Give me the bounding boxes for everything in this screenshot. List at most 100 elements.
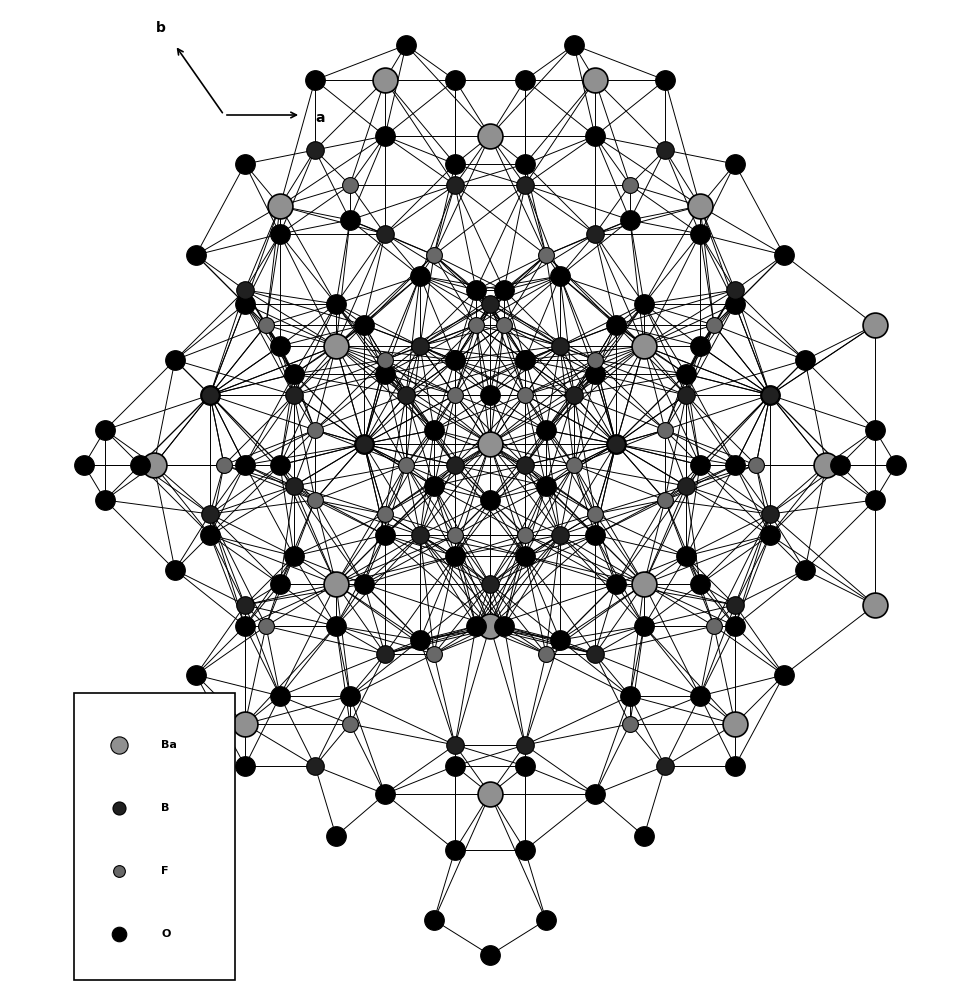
Point — [272, 338, 288, 354]
Point — [377, 527, 393, 543]
Point — [413, 632, 428, 648]
Point — [636, 576, 652, 592]
Point — [342, 177, 358, 193]
Point — [538, 912, 554, 928]
Point — [447, 527, 463, 543]
Point — [482, 296, 498, 312]
Point — [426, 247, 442, 263]
Point — [636, 296, 652, 312]
Point — [609, 317, 624, 333]
Point — [587, 786, 603, 802]
Point — [622, 177, 638, 193]
Point — [482, 576, 498, 592]
Point — [727, 618, 743, 634]
Point — [272, 688, 288, 704]
Point — [566, 37, 582, 53]
Point — [707, 317, 722, 333]
Point — [132, 457, 148, 473]
Point — [762, 387, 778, 403]
Point — [692, 457, 708, 473]
Point — [307, 492, 322, 508]
Point — [272, 576, 288, 592]
Point — [356, 436, 371, 452]
Point — [356, 436, 371, 452]
Point — [356, 576, 371, 592]
Point — [272, 198, 288, 214]
Point — [587, 352, 603, 368]
Point — [97, 492, 113, 508]
Point — [76, 457, 92, 473]
Point — [762, 527, 778, 543]
Point — [447, 387, 463, 403]
Point — [217, 457, 232, 473]
Point — [342, 212, 358, 228]
Point — [377, 506, 393, 522]
Point — [272, 457, 288, 473]
Point — [447, 548, 463, 564]
Point — [867, 422, 883, 438]
Point — [797, 562, 812, 578]
Point — [776, 667, 792, 683]
Point — [328, 338, 344, 354]
Point — [678, 548, 694, 564]
Point — [692, 226, 708, 242]
Point — [482, 436, 498, 452]
Point — [517, 842, 533, 858]
Point — [517, 737, 533, 753]
Point — [258, 317, 273, 333]
Point — [658, 422, 673, 438]
Point — [587, 646, 603, 662]
Point — [413, 527, 428, 543]
Point — [377, 366, 393, 382]
Point — [818, 457, 834, 473]
Point — [328, 828, 344, 844]
Point — [517, 758, 533, 774]
Point — [356, 317, 371, 333]
Point — [377, 352, 393, 368]
Point — [538, 422, 554, 438]
Point — [202, 527, 218, 543]
Text: a: a — [315, 111, 324, 125]
Point — [447, 177, 463, 193]
Point — [377, 646, 393, 662]
Point — [307, 72, 322, 88]
Point — [426, 646, 442, 662]
Point — [762, 506, 778, 522]
Point — [517, 548, 533, 564]
Point — [636, 338, 652, 354]
Point — [517, 527, 533, 543]
Point — [447, 758, 463, 774]
Point — [496, 317, 512, 333]
Point — [622, 688, 638, 704]
Point — [237, 457, 253, 473]
Point — [517, 156, 533, 172]
Point — [202, 506, 218, 522]
Point — [307, 758, 322, 774]
Point — [202, 387, 218, 403]
Point — [678, 478, 694, 494]
Point — [237, 296, 253, 312]
Point — [377, 786, 393, 802]
Point — [776, 247, 792, 263]
Text: b: b — [156, 20, 166, 34]
Point — [111, 863, 126, 879]
Point — [636, 618, 652, 634]
Point — [496, 618, 512, 634]
Point — [286, 478, 302, 494]
Point — [286, 548, 302, 564]
Point — [622, 212, 638, 228]
Point — [867, 492, 883, 508]
Point — [538, 247, 554, 263]
Point — [168, 562, 183, 578]
Point — [307, 142, 322, 158]
Point — [286, 366, 302, 382]
Point — [377, 72, 393, 88]
Point — [692, 198, 708, 214]
Point — [237, 716, 253, 732]
Point — [202, 387, 218, 403]
Point — [426, 422, 442, 438]
Point — [727, 758, 743, 774]
Point — [707, 618, 722, 634]
Point — [566, 457, 582, 473]
Point — [468, 618, 484, 634]
